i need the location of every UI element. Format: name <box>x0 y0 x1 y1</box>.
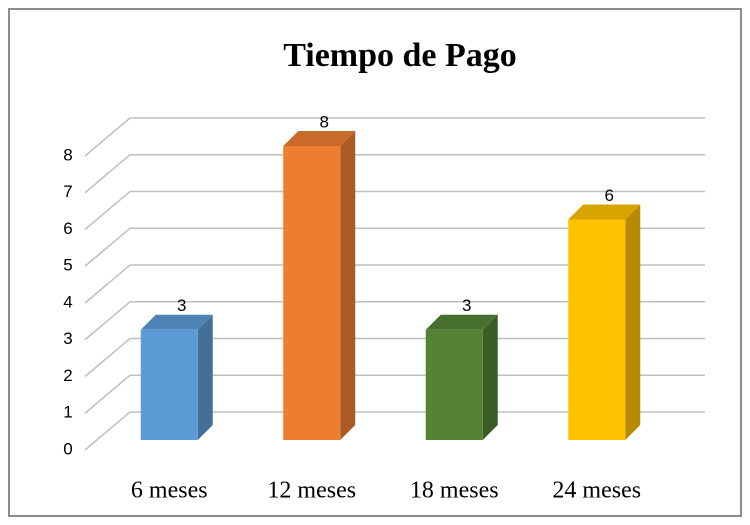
bar-side <box>197 314 213 440</box>
grid-line-depth <box>84 154 131 194</box>
bar <box>425 329 483 440</box>
y-tick-label: 4 <box>63 292 72 311</box>
y-tick-label: 7 <box>63 182 72 201</box>
y-tick-label: 3 <box>63 329 72 348</box>
x-tick-label: 12 meses <box>267 478 356 504</box>
grid-line-depth <box>84 337 131 378</box>
x-tick-label: 24 meses <box>552 478 641 504</box>
y-tick-label: 1 <box>63 403 72 422</box>
value-label: 6 <box>605 186 614 205</box>
y-tick-label: 0 <box>63 439 72 458</box>
bar-side <box>625 204 641 440</box>
x-tick-label: 6 meses <box>131 478 208 504</box>
y-tick-label: 5 <box>63 256 72 275</box>
value-label: 3 <box>177 296 186 315</box>
bar-side <box>340 131 356 440</box>
grid-line-depth <box>84 374 131 414</box>
bar-top <box>425 314 498 330</box>
grid-line-depth <box>84 190 131 231</box>
bar-top <box>140 314 213 330</box>
y-tick-label: 2 <box>63 366 72 385</box>
grid-line-depth <box>84 227 131 267</box>
x-tick-label: 18 meses <box>410 478 499 504</box>
grid-line-depth <box>84 117 131 157</box>
bar <box>568 219 626 440</box>
grid-line-depth <box>84 411 131 451</box>
value-label: 3 <box>462 296 471 315</box>
chart-title: Tiempo de Pago <box>283 37 517 74</box>
bar <box>283 146 341 440</box>
bar-top <box>568 204 641 220</box>
bar-top <box>283 131 356 146</box>
value-label: 8 <box>320 112 329 131</box>
y-tick-label: 8 <box>63 145 72 164</box>
bar-side <box>482 314 498 440</box>
y-tick-label: 6 <box>63 219 72 238</box>
grid-line-depth <box>84 301 131 341</box>
grid-line-depth <box>84 264 131 304</box>
bar <box>140 329 198 440</box>
